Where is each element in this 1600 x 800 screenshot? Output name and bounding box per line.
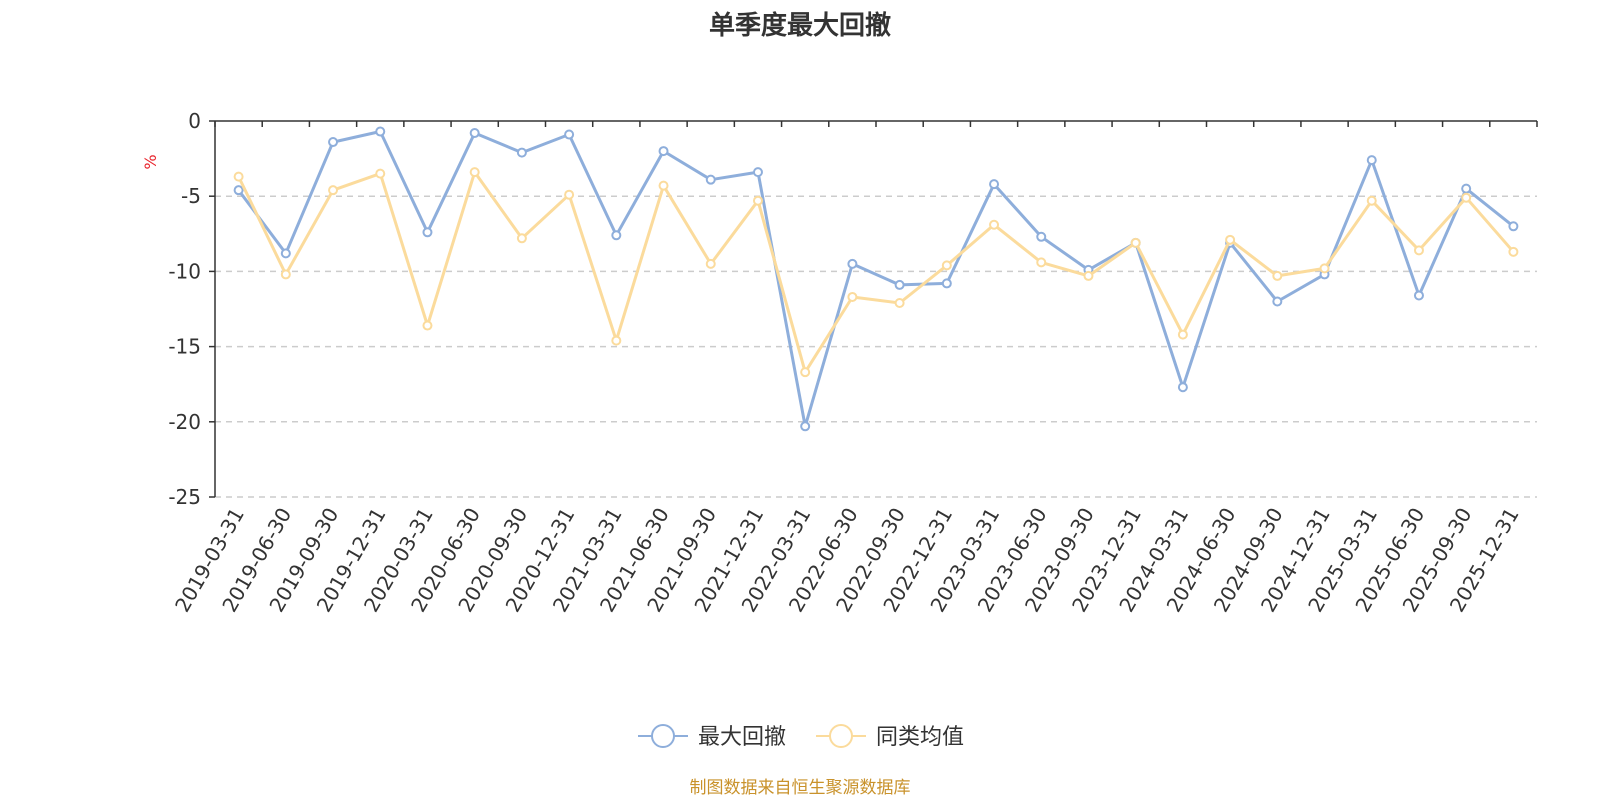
data-point[interactable] [1083, 270, 1094, 281]
data-point[interactable] [1413, 245, 1424, 256]
legend-item-1[interactable]: 最大回撤 [638, 724, 786, 750]
data-point[interactable] [705, 258, 716, 269]
data-point[interactable] [752, 167, 763, 178]
legend-marker [651, 724, 675, 748]
source-note: 制图数据来自恒生聚源数据库 [690, 778, 911, 798]
y-tick-label: -25 [168, 485, 201, 509]
y-tick-label: -15 [168, 335, 201, 359]
data-point[interactable] [847, 291, 858, 302]
data-point[interactable] [375, 168, 386, 179]
data-point[interactable] [516, 147, 527, 158]
data-point[interactable] [280, 248, 291, 259]
legend-label: 最大回撤 [698, 725, 786, 750]
data-point[interactable] [1319, 263, 1330, 274]
data-point[interactable] [894, 297, 905, 308]
data-point[interactable] [1036, 257, 1047, 268]
legend-item-2[interactable]: 同类均值 [816, 724, 964, 750]
data-point[interactable] [516, 233, 527, 244]
data-point[interactable] [941, 260, 952, 271]
data-point[interactable] [469, 167, 480, 178]
data-point[interactable] [1366, 155, 1377, 166]
data-point[interactable] [1272, 270, 1283, 281]
data-point[interactable] [1461, 183, 1472, 194]
data-point[interactable] [328, 185, 339, 196]
data-point[interactable] [564, 129, 575, 140]
data-point[interactable] [1366, 195, 1377, 206]
data-point[interactable] [658, 146, 669, 157]
data-point[interactable] [422, 320, 433, 331]
data-point[interactable] [847, 258, 858, 269]
data-point[interactable] [1177, 329, 1188, 340]
y-axis-unit: % [141, 154, 160, 169]
data-point[interactable] [752, 195, 763, 206]
data-point[interactable] [800, 367, 811, 378]
data-point[interactable] [1225, 234, 1236, 245]
data-point[interactable] [1272, 296, 1283, 307]
data-point[interactable] [1036, 231, 1047, 242]
y-tick-label: 0 [188, 109, 201, 133]
data-point[interactable] [422, 227, 433, 238]
legend-marker [829, 724, 853, 748]
data-point[interactable] [564, 189, 575, 200]
data-point[interactable] [1130, 237, 1141, 248]
data-point[interactable] [1461, 192, 1472, 203]
data-point[interactable] [280, 269, 291, 280]
data-point[interactable] [800, 421, 811, 432]
data-point[interactable] [658, 180, 669, 191]
y-tick-label: -20 [168, 410, 201, 434]
series-layer [233, 126, 1519, 432]
legend[interactable]: 最大回撤 同类均值 [638, 724, 964, 750]
data-point[interactable] [469, 128, 480, 139]
chart-title: 单季度最大回撤 [709, 10, 891, 41]
data-point[interactable] [989, 179, 1000, 190]
data-point[interactable] [1177, 382, 1188, 393]
data-point[interactable] [894, 279, 905, 290]
data-point[interactable] [941, 278, 952, 289]
data-point[interactable] [989, 219, 1000, 230]
axes: 0-5-10-15-20-252019-03-312019-06-302019-… [168, 109, 1538, 616]
data-point[interactable] [375, 126, 386, 137]
data-point[interactable] [233, 185, 244, 196]
legend-label: 同类均值 [876, 725, 964, 750]
data-point[interactable] [705, 174, 716, 185]
series-line-2 [237, 170, 1515, 374]
y-tick-label: -10 [168, 259, 201, 283]
data-point[interactable] [233, 171, 244, 182]
data-point[interactable] [1508, 246, 1519, 257]
grid-lines [215, 195, 1537, 498]
data-point[interactable] [611, 335, 622, 346]
series-line-1 [237, 130, 1515, 428]
data-point[interactable] [328, 137, 339, 148]
data-point[interactable] [1413, 290, 1424, 301]
data-point[interactable] [611, 230, 622, 241]
data-point[interactable] [1508, 221, 1519, 232]
y-tick-label: -5 [181, 184, 201, 208]
